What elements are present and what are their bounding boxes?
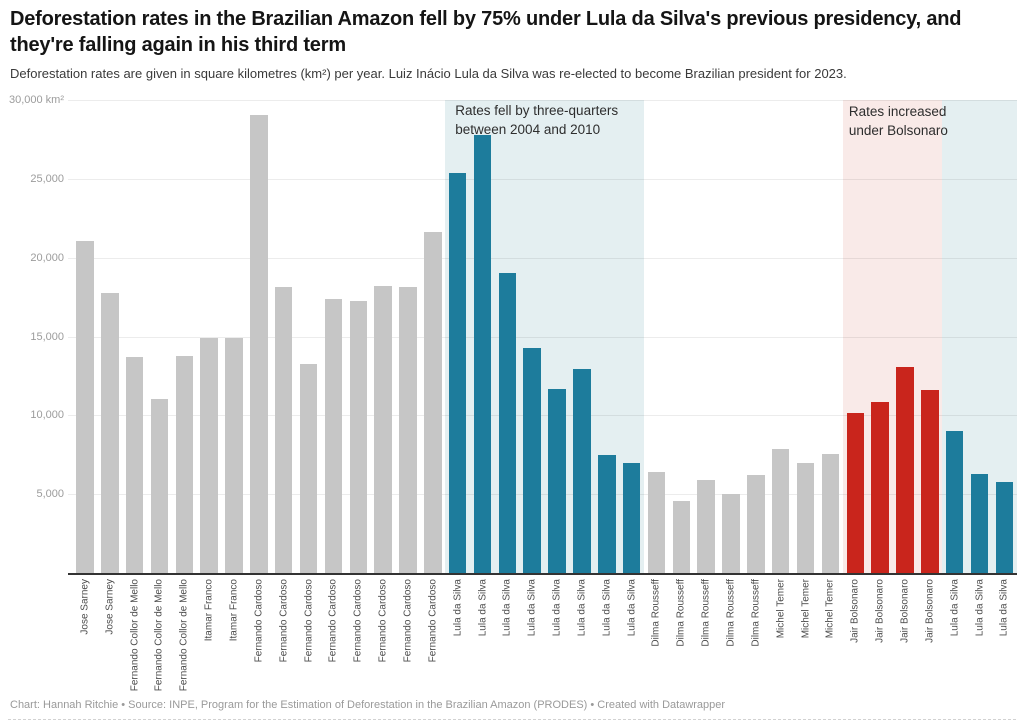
annotation: Rates increased under Bolsonaro [848,104,948,139]
y-axis-tick-label: 10,000 [30,409,64,422]
x-axis-label: Fernando Cardoso [253,579,265,663]
bar [374,285,392,573]
gridline [68,415,1017,417]
bar [548,389,566,573]
y-axis-tick-label: 15,000 [30,330,64,343]
x-axis-label: Jair Bolsonaro [874,579,886,643]
x-axis-label: Dilma Rousseff [750,579,762,647]
bar [200,338,218,573]
x-axis-label: Itamar Franco [203,579,215,642]
bar [324,298,343,573]
x-axis-label: Fernando Cardoso [352,579,364,663]
x-axis-label: Dilma Rousseff [700,579,712,647]
bar [250,114,268,573]
bar [274,286,293,573]
x-axis-label: Dilma Rousseff [675,579,687,647]
gridline [68,100,1017,101]
bar [647,471,666,573]
y-axis-tick-label: 30,000 km² [8,94,64,106]
bar [622,462,641,573]
bar [846,413,865,573]
x-axis-line [68,572,1017,575]
bar [995,481,1014,573]
x-axis-label: Lula da Silva [452,579,464,637]
bar [672,500,691,573]
x-axis-label: Lula da Silva [949,579,961,637]
x-axis-label: Fernando Collor de Mello [129,579,141,692]
bar [871,401,889,573]
x-axis-label: Fernando Cardoso [327,579,339,663]
bar [101,292,119,573]
y-axis-tick-label: 5,000 [36,488,64,501]
page-title: Deforestation rates in the Brazilian Ama… [10,8,962,56]
y-axis-tick-label: 20,000 [30,251,64,264]
footer-credit: Chart: Hannah Ritchie • Source: INPE, Pr… [10,699,726,711]
x-axis-label: Jair Bolsonaro [899,579,911,643]
bar [921,390,939,573]
bar [796,463,815,573]
y-axis-tick-label: 25,000 [30,172,64,185]
bar [76,241,94,573]
x-axis-label: Fernando Cardoso [377,579,389,663]
x-axis-label: Fernando Cardoso [303,579,315,663]
bar [399,286,417,573]
bar [771,448,790,573]
gridline [68,494,1017,496]
bar [150,399,169,573]
x-axis-label: Lula da Silva [551,579,563,637]
x-axis-label: Fernando Collor de Mello [178,579,190,692]
bottom-divider [8,719,1016,720]
x-axis-label: Jose Sarney [79,579,91,635]
bar [175,355,194,573]
annotation: Rates fell by three-quarters between 200… [455,103,619,138]
x-axis-label: Jair Bolsonaro [924,579,936,643]
x-axis-label: Fernando Cardoso [278,579,290,663]
x-axis-label: Lula da Silva [974,579,986,637]
bar [896,367,914,573]
bar [125,356,144,573]
bar [598,455,616,573]
x-axis-label: Jose Sarney [104,579,116,635]
bar [821,454,840,573]
bar [945,431,964,573]
bar [424,231,442,573]
x-axis-label: Dilma Rousseff [650,579,662,647]
x-axis-label: Lula da Silva [477,579,489,637]
x-axis-label: Lula da Silva [626,579,638,637]
x-axis-label: Michel Temer [800,579,812,639]
bar [498,273,517,573]
bar [225,338,243,573]
page-subtitle: Deforestation rates are given in square … [10,66,847,81]
x-axis-label: Itamar Franco [228,579,240,642]
bar [747,475,765,573]
x-axis-label: Dilma Rousseff [725,579,737,647]
bar [722,493,740,573]
x-axis-label: Fernando Cardoso [402,579,414,663]
x-axis-label: Lula da Silva [601,579,613,637]
bar [473,135,492,573]
gridline [68,257,1017,259]
x-axis-label: Fernando Cardoso [427,579,439,663]
x-axis-label: Lula da Silva [501,579,513,637]
bar [523,347,541,573]
gridline [68,336,1017,338]
x-axis-label: Lula da Silva [998,579,1010,637]
x-axis-label: Lula da Silva [576,579,588,637]
gridline [68,178,1017,180]
x-axis-label: Michel Temer [775,579,787,639]
bar [970,473,989,573]
x-axis-label: Jair Bolsonaro [849,579,861,643]
bar [349,300,368,573]
x-axis-label: Fernando Collor de Mello [153,579,165,692]
bar [299,364,318,573]
bar [448,172,467,573]
bar [573,369,591,573]
bar [697,480,715,573]
x-axis-label: Michel Temer [824,579,836,639]
x-axis-label: Lula da Silva [526,579,538,637]
